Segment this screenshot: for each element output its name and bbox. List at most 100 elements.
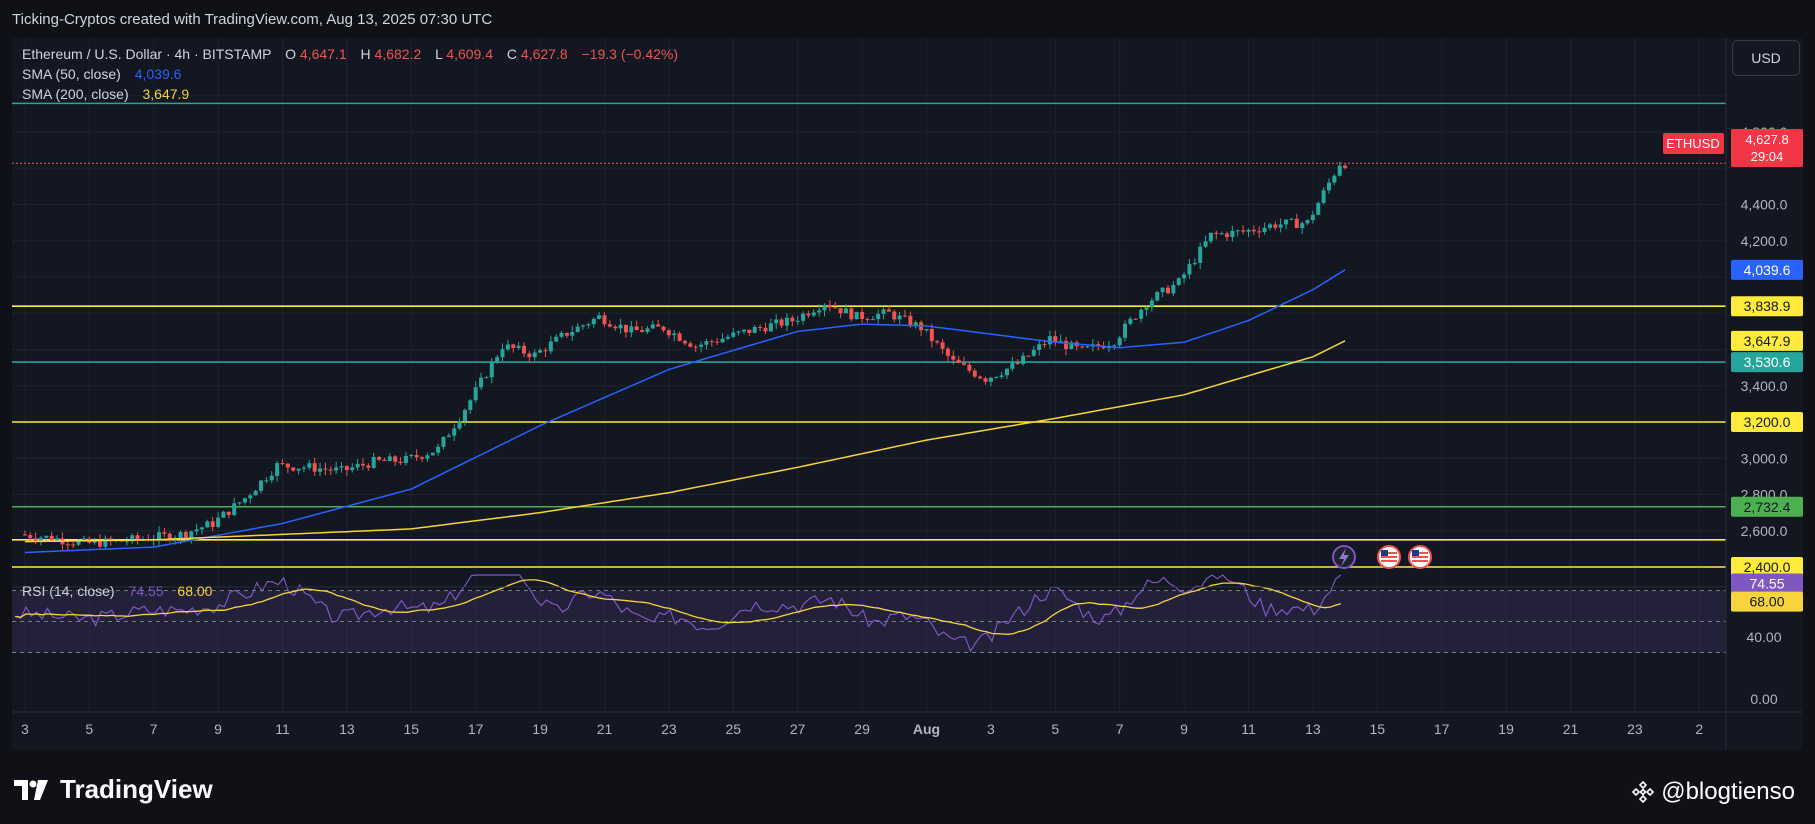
- candle-body: [103, 538, 108, 547]
- candle-body: [752, 327, 757, 333]
- price-axis-label: 3,200.0: [1744, 414, 1791, 430]
- change-value: −19.3 (−0.42%): [582, 46, 679, 62]
- candle-body: [860, 311, 865, 319]
- us-flag-event-icon[interactable]: [1377, 545, 1401, 569]
- candle-body: [532, 352, 537, 358]
- rsi-line: [15, 574, 1342, 653]
- candle-body: [248, 495, 253, 499]
- rsi-ma-value: 68.00: [177, 583, 212, 599]
- candle-body: [699, 344, 704, 347]
- sma200-value: 3,647.9: [143, 86, 190, 102]
- candle-body: [253, 490, 258, 496]
- candle-body: [640, 330, 645, 333]
- x-axis-tick: 15: [1369, 721, 1385, 737]
- candle-body: [554, 336, 559, 342]
- candle-body: [1343, 165, 1348, 168]
- candle-body: [1332, 175, 1337, 183]
- sma50-value: 4,039.6: [135, 66, 182, 82]
- candle-body: [1310, 214, 1315, 221]
- candle-body: [484, 377, 489, 379]
- candle-body: [1004, 368, 1009, 376]
- candle-body: [903, 315, 908, 317]
- chart-legend: Ethereum / U.S. Dollar · 4h · BITSTAMP O…: [22, 46, 678, 599]
- candle-body: [1214, 232, 1219, 234]
- candle-body: [355, 463, 360, 468]
- price-tag-countdown: 29:04: [1751, 149, 1784, 164]
- candle-body: [436, 446, 441, 453]
- candle-body: [988, 377, 993, 382]
- candle-body: [527, 353, 532, 358]
- candle-body: [1085, 346, 1090, 348]
- candle-body: [210, 521, 215, 527]
- candle-body: [366, 465, 371, 468]
- svg-text:SMA (50, close) 4,039.6: SMA (50, close) 4,039.6: [22, 66, 182, 82]
- x-axis-tick: 11: [1241, 721, 1256, 737]
- candle-body: [1300, 223, 1305, 229]
- rsi-ma-line: [15, 579, 1341, 635]
- close-value: 4,627.8: [521, 46, 568, 62]
- candle-body: [1155, 292, 1160, 301]
- rsi-axis-badge: [1731, 573, 1803, 594]
- currency-button[interactable]: USD: [1732, 40, 1800, 76]
- candle-body: [1187, 264, 1192, 275]
- sma50-line: [24, 269, 1346, 554]
- open-label: O: [285, 46, 296, 62]
- candle-body: [22, 534, 27, 536]
- x-axis-tick: 7: [150, 721, 158, 737]
- price-axis-labels: 4,039.6 3,838.9 3,647.9 3,530.6 3,200.0 2,732…: [1731, 259, 1803, 577]
- rsi-axis-badge-text: 68.00: [1749, 594, 1784, 610]
- candle-body: [833, 307, 838, 309]
- candle-body: [1165, 287, 1170, 294]
- candle-body: [1010, 363, 1015, 369]
- candle-body: [672, 333, 677, 336]
- candle-body: [1278, 224, 1283, 228]
- candle-body: [403, 455, 408, 464]
- candle-body: [420, 457, 425, 459]
- x-axis-tick: Aug: [913, 721, 940, 737]
- price-chart[interactable]: 4,800.04,400.04,200.03,400.03,000.02,800…: [0, 38, 1815, 752]
- candle-body: [1123, 323, 1128, 338]
- footer-bar: TradingView @blogtienso: [0, 752, 1815, 824]
- x-axis-ticks: 3 5 7 9 11 13 15 17 19 21 23 25 27 29 Aug 3 5 7 9 11 13 15 17 1…: [21, 721, 1703, 737]
- candle-body: [575, 326, 580, 332]
- candle-body: [784, 317, 789, 326]
- candle-body: [130, 535, 135, 542]
- candle-body: [328, 469, 333, 471]
- candle-body: [1064, 340, 1069, 349]
- candle-body: [602, 315, 607, 325]
- x-axis-tick: 9: [214, 721, 222, 737]
- price-axis-label: 4,039.6: [1744, 262, 1791, 278]
- candle-body: [629, 326, 634, 333]
- candle-body: [38, 537, 43, 541]
- binance-icon: [1632, 780, 1655, 804]
- candle-body: [811, 312, 816, 316]
- price-tag-value: 4,627.8: [1745, 132, 1788, 147]
- candle-body: [736, 331, 741, 333]
- lightning-event-icon[interactable]: [1332, 545, 1356, 569]
- candle-body: [398, 461, 403, 464]
- candle-body: [854, 311, 859, 320]
- candle-body: [457, 421, 462, 429]
- candle-body: [972, 370, 977, 377]
- svg-text:Ethereum / U.S. Dollar · 4h ·: Ethereum / U.S. Dollar · 4h · BITSTAMP O…: [22, 46, 678, 62]
- candle-body: [1305, 220, 1310, 224]
- candle-body: [1230, 230, 1235, 238]
- us-flag-event-icon[interactable]: [1408, 545, 1432, 569]
- candle-body: [1203, 241, 1208, 247]
- candle-body: [505, 344, 510, 350]
- x-axis-tick: 21: [1563, 721, 1579, 737]
- candle-body: [360, 463, 365, 466]
- x-axis-tick: 25: [725, 721, 741, 737]
- x-axis-tick: 21: [597, 721, 613, 737]
- candle-body: [1117, 337, 1122, 346]
- y-axis-tick: 3,400.0: [1741, 378, 1788, 394]
- candle-body: [656, 324, 661, 327]
- x-axis-tick: 3: [21, 721, 29, 737]
- candle-body: [1026, 355, 1031, 357]
- candle-body: [597, 315, 602, 319]
- candle-body: [269, 475, 274, 481]
- candle-body: [1047, 336, 1052, 345]
- candle-body: [81, 538, 86, 541]
- candle-body: [189, 531, 194, 538]
- high-value: 4,682.2: [375, 46, 422, 62]
